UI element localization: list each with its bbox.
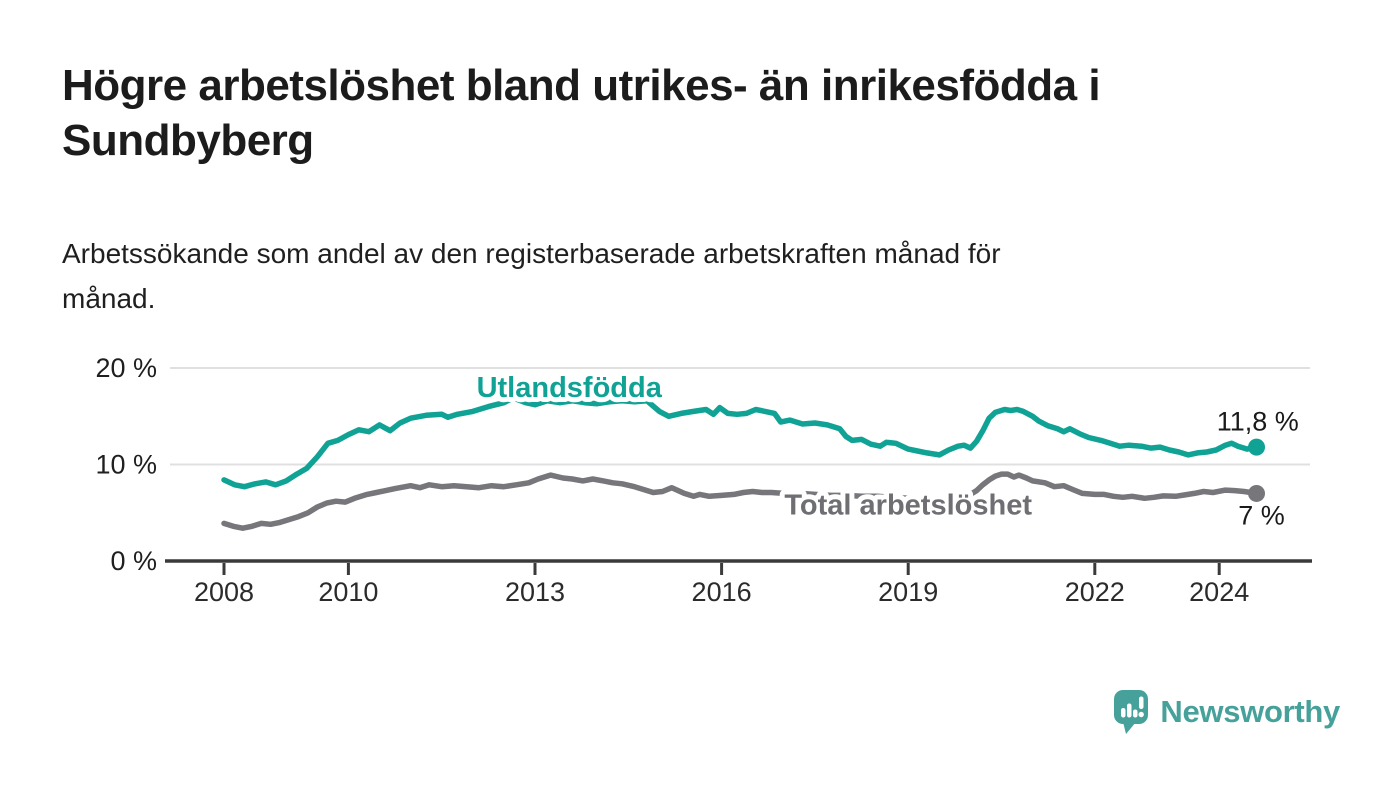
series-line-1	[221, 471, 1260, 531]
y-tick-label-0: 0 %	[110, 546, 157, 576]
series-label-0: Utlandsfödda	[477, 372, 663, 404]
x-tick-label-2016: 2016	[692, 577, 752, 607]
newsworthy-logo-icon	[1114, 690, 1149, 734]
series-end-value-0: 11,8 %	[1217, 407, 1299, 437]
x-tick-label-2010: 2010	[318, 577, 378, 607]
x-tick-label-2019: 2019	[878, 577, 938, 607]
series-end-value-1: 7 %	[1238, 500, 1285, 530]
series-end-dot-0	[1248, 438, 1266, 456]
x-tick-label-2024: 2024	[1189, 577, 1249, 607]
series-line-0	[221, 395, 1260, 490]
newsworthy-wordmark: Newsworthy	[1160, 694, 1340, 729]
y-tick-label-20: 20 %	[95, 353, 157, 383]
x-tick-label-2008: 2008	[194, 577, 254, 607]
series-end-dot-1	[1248, 484, 1266, 502]
x-tick-label-2013: 2013	[505, 577, 565, 607]
page-title: Högre arbetslöshet bland utrikes- än inr…	[62, 61, 1101, 165]
newsworthy-brand: Newsworthy	[1111, 688, 1340, 736]
series-label-1: Total arbetslöshet	[784, 490, 1032, 522]
x-tick-label-2022: 2022	[1065, 577, 1125, 607]
chart-subtitle: Arbetssökande som andel av den registerb…	[62, 238, 1001, 314]
y-tick-label-10: 10 %	[95, 450, 157, 480]
